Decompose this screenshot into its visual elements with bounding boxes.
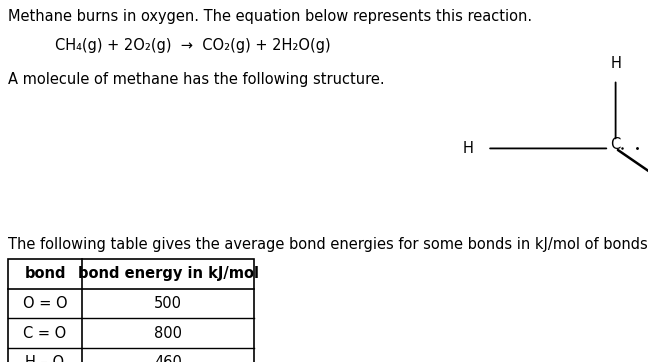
Text: C = O: C = O bbox=[23, 325, 67, 341]
Text: H: H bbox=[610, 56, 621, 71]
Text: 500: 500 bbox=[154, 296, 182, 311]
Text: H – O: H – O bbox=[25, 355, 65, 362]
Text: H: H bbox=[462, 141, 473, 156]
Text: C: C bbox=[610, 137, 621, 152]
Text: The following table gives the average bond energies for some bonds in kJ/mol of : The following table gives the average bo… bbox=[8, 237, 648, 252]
Text: 800: 800 bbox=[154, 325, 182, 341]
Text: A molecule of methane has the following structure.: A molecule of methane has the following … bbox=[8, 72, 384, 87]
Text: O = O: O = O bbox=[23, 296, 67, 311]
Text: 460: 460 bbox=[154, 355, 182, 362]
Text: bond: bond bbox=[24, 266, 66, 281]
FancyBboxPatch shape bbox=[8, 259, 254, 362]
Text: CH₄(g) + 2O₂(g)  →  CO₂(g) + 2H₂O(g): CH₄(g) + 2O₂(g) → CO₂(g) + 2H₂O(g) bbox=[55, 38, 330, 53]
Text: bond energy in kJ/mol: bond energy in kJ/mol bbox=[78, 266, 259, 281]
Text: Methane burns in oxygen. The equation below represents this reaction.: Methane burns in oxygen. The equation be… bbox=[8, 9, 532, 24]
